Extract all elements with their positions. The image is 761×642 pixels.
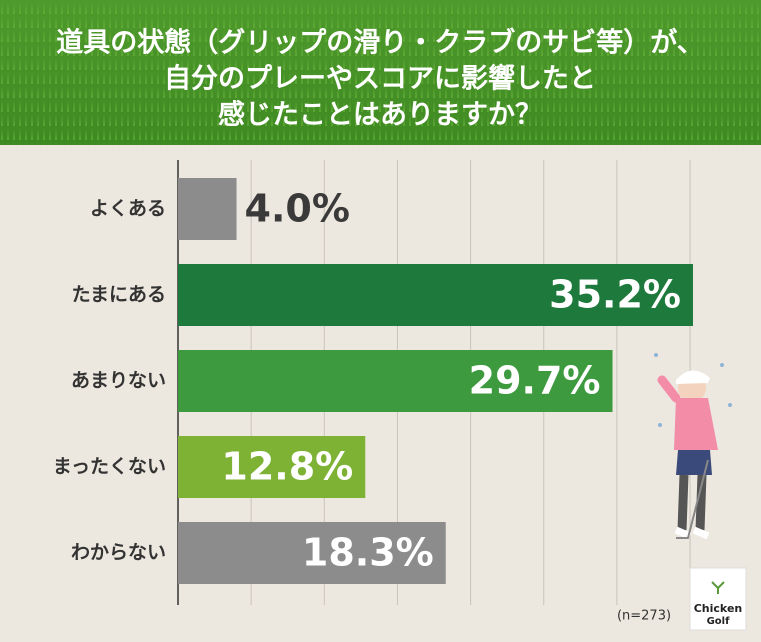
value-label: 29.7%: [469, 359, 601, 403]
bar: [178, 178, 237, 240]
y-tick-label: よくある: [90, 198, 166, 220]
y-tick-label: わからない: [71, 542, 166, 564]
bar: [178, 350, 613, 412]
bar: [178, 264, 693, 326]
value-label: 18.3%: [302, 531, 434, 575]
y-tick-label: あまりない: [71, 370, 166, 392]
note: (n=273): [617, 609, 671, 624]
value-label: 12.8%: [221, 445, 353, 489]
bar: [178, 436, 366, 498]
value-label: 35.2%: [549, 273, 681, 317]
header-texture: [0, 0, 761, 145]
value-label: 4.0%: [245, 187, 350, 231]
chart-title: 道具の状態（グリップの滑り・クラブのサビ等）が、: [56, 27, 703, 59]
illustration: [654, 353, 732, 540]
y-tick-label: たまにある: [72, 284, 166, 306]
chart-title: 自分のプレーやスコアに影響したと: [164, 63, 596, 95]
logo-text: Golf: [707, 616, 731, 627]
logo-icon: [711, 581, 725, 594]
bar: [178, 522, 446, 584]
y-tick-label: まったくない: [53, 456, 166, 478]
logo-box: [689, 567, 747, 631]
chart-title: 感じたことはありますか？: [218, 99, 542, 131]
logo-text: Chicken: [694, 602, 743, 615]
